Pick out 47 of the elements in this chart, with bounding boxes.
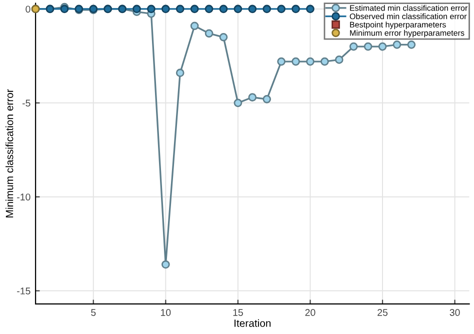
point — [161, 260, 170, 269]
point — [176, 4, 184, 14]
point — [262, 4, 272, 14]
legend-label: Estimated min classification error — [350, 4, 468, 11]
point — [292, 4, 300, 14]
point — [147, 4, 156, 14]
y-tick-label: -15 — [17, 288, 30, 294]
point — [262, 94, 272, 104]
point — [277, 57, 286, 66]
x-tick-label: 25 — [378, 309, 388, 316]
point — [219, 4, 228, 14]
point — [190, 4, 199, 14]
point — [204, 29, 214, 38]
y-tick-label: -5 — [22, 100, 30, 107]
point — [190, 22, 199, 30]
x-tick-label: 10 — [161, 309, 171, 316]
point — [176, 68, 184, 78]
point — [204, 4, 214, 14]
point — [248, 4, 257, 14]
x-tick-label: 20 — [305, 309, 316, 316]
point — [219, 32, 228, 42]
point — [306, 4, 314, 14]
point — [407, 40, 416, 49]
point — [248, 93, 257, 102]
x-axis-title: Iteration — [234, 319, 271, 327]
y-axis-title: Minimum classification error — [6, 89, 14, 218]
y-tick-label: 0 — [26, 6, 30, 13]
point — [378, 42, 387, 51]
point — [234, 98, 242, 108]
legend-label: Minimum error hyperparameters — [350, 30, 464, 38]
point — [392, 40, 402, 49]
point — [234, 4, 242, 14]
x-tick-label: 5 — [91, 309, 96, 316]
point — [334, 56, 344, 64]
point — [349, 42, 358, 51]
y-tick-label: -10 — [17, 194, 30, 200]
point — [161, 4, 170, 14]
point — [277, 4, 286, 14]
point — [306, 57, 314, 66]
point — [292, 57, 300, 66]
legend-label: Observed min classification error — [350, 13, 467, 20]
point — [132, 4, 141, 14]
point — [364, 42, 372, 51]
point — [320, 57, 329, 66]
legend-label: Bestpoint hyperparameters — [350, 22, 446, 30]
x-tick-label: 30 — [450, 309, 460, 316]
x-tick-label: 15 — [233, 309, 243, 316]
